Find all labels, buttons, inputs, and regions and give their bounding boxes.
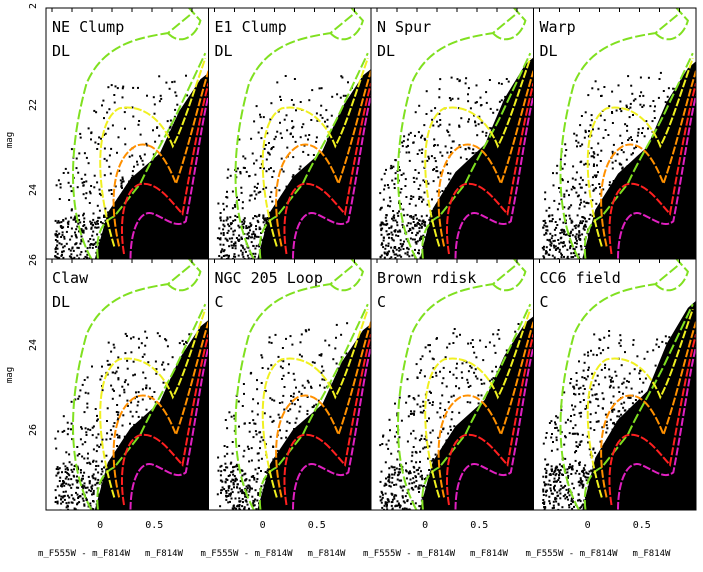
panel-title: E1 Clump	[215, 18, 287, 36]
isochrone-yellow	[99, 57, 207, 247]
isochrone-red	[283, 334, 371, 506]
isochrone-red	[120, 334, 209, 506]
x-axis-label-right: m_F814W	[308, 549, 347, 559]
isochrone-yellow	[99, 308, 207, 498]
panel-title: CC6 field	[540, 269, 621, 287]
y-tick-label: 26	[28, 424, 39, 436]
x-tick-label: 0	[97, 520, 103, 531]
x-tick-label: 0.5	[633, 520, 651, 531]
y-axis-label-bottom: mag	[5, 367, 15, 383]
cmd-panel-ngc-205-loop: NGC 205 Loop C	[208, 258, 372, 511]
panel-title: Warp	[540, 18, 576, 36]
isochrone-green	[559, 259, 694, 510]
isochrone-yellow	[586, 308, 694, 498]
x-axis-label-left: m_F555W - m_F814W	[38, 549, 131, 559]
x-tick-label: 0	[260, 520, 266, 531]
isochrone-red	[608, 83, 696, 255]
isochrone-green	[234, 8, 369, 259]
isochrone-yellow	[261, 57, 369, 247]
isochrone-magenta	[129, 346, 209, 510]
isochrone-green	[72, 259, 207, 510]
panel-tag: DL	[377, 42, 395, 60]
x-tick-label: 0	[422, 520, 428, 531]
x-axis: 0 0.5 m_F555W - m_F814W m_F814W 0 0.5 m_F555W …	[38, 520, 671, 559]
isochrone-orange	[437, 70, 534, 247]
x-axis-label-left: m_F555W - m_F814W	[363, 549, 456, 559]
cmd-panel-ne-clump: NE Clump DL	[45, 7, 209, 260]
x-axis-label-right: m_F814W	[633, 549, 672, 559]
panel-title: Claw	[52, 269, 89, 287]
panel-title: Brown rdisk	[377, 269, 476, 287]
y-tick-label: 24	[28, 339, 39, 351]
isochrone-yellow	[261, 308, 369, 498]
panel-title: NE Clump	[52, 18, 124, 36]
cmd-panel-brown-rdisk: Brown rdisk C	[370, 258, 534, 511]
isochrone-green	[559, 8, 694, 259]
isochrone-red	[445, 334, 534, 506]
isochrone-red	[445, 83, 534, 255]
panel-frame	[533, 258, 697, 511]
x-tick-label: 0.5	[308, 520, 326, 531]
panel-title: NGC 205 Loop	[215, 269, 323, 287]
panel-title: N Spur	[377, 18, 431, 36]
panel-tag: C	[215, 293, 224, 311]
isochrone-yellow	[424, 308, 532, 498]
cmd-panel-cc6-field: CC6 field C	[533, 258, 697, 511]
isochrone-green	[397, 259, 532, 510]
panel-grid: NE Clump DL E1 Clump DL N Spur DL Warp DL Claw DL…	[45, 7, 697, 511]
cmd-panel-claw: Claw DL	[45, 258, 209, 511]
isochrone-magenta	[617, 95, 696, 259]
panel-tag: DL	[215, 42, 233, 60]
isochrone-red	[120, 83, 209, 255]
x-axis-label-right: m_F814W	[145, 549, 184, 559]
stellar-density-region	[582, 300, 696, 510]
y-tick-label: 24	[28, 184, 39, 196]
x-tick-label: 0	[585, 520, 591, 531]
x-axis-label-left: m_F555W - m_F814W	[525, 549, 618, 559]
y-tick-label: 26	[28, 254, 39, 266]
isochrone-orange	[600, 70, 696, 247]
isochrone-red	[283, 83, 371, 255]
isochrone-magenta	[292, 95, 371, 259]
panel-tag: C	[540, 293, 549, 311]
y-tick-label: 2	[28, 3, 39, 9]
isochrone-orange	[275, 321, 371, 498]
isochrone-orange	[275, 70, 371, 247]
x-axis-label-left: m_F555W - m_F814W	[200, 549, 293, 559]
isochrone-yellow	[424, 57, 532, 247]
cmd-panel-n-spur: N Spur DL	[370, 7, 534, 260]
isochrone-green	[72, 8, 207, 259]
x-tick-label: 0.5	[145, 520, 163, 531]
isochrone-yellow	[586, 57, 694, 247]
x-axis-label-right: m_F814W	[470, 549, 509, 559]
isochrone-green	[397, 8, 532, 259]
isochrone-magenta	[617, 346, 696, 510]
y-tick-label: 22	[28, 99, 39, 111]
isochrone-orange	[112, 321, 209, 498]
isochrone-red	[608, 334, 696, 506]
isochrone-orange	[112, 70, 209, 247]
y-tick-labels: 2 22 24 26 24 26	[28, 3, 39, 436]
cmd-panel-e1-clump: E1 Clump DL	[208, 7, 372, 260]
isochrone-magenta	[454, 95, 534, 259]
panel-tag: DL	[52, 42, 70, 60]
cmd-panel-warp: Warp DL	[533, 7, 697, 260]
panel-tag: C	[377, 293, 386, 311]
panel-tag: DL	[540, 42, 558, 60]
isochrone-green	[234, 259, 369, 510]
isochrone-magenta	[454, 346, 534, 510]
isochrone-magenta	[129, 95, 209, 259]
x-tick-label: 0.5	[470, 520, 488, 531]
isochrone-orange	[600, 321, 696, 498]
isochrone-magenta	[292, 346, 371, 510]
isochrone-orange	[437, 321, 534, 498]
panel-tag: DL	[52, 293, 70, 311]
y-axis-label-top: mag	[5, 132, 15, 148]
